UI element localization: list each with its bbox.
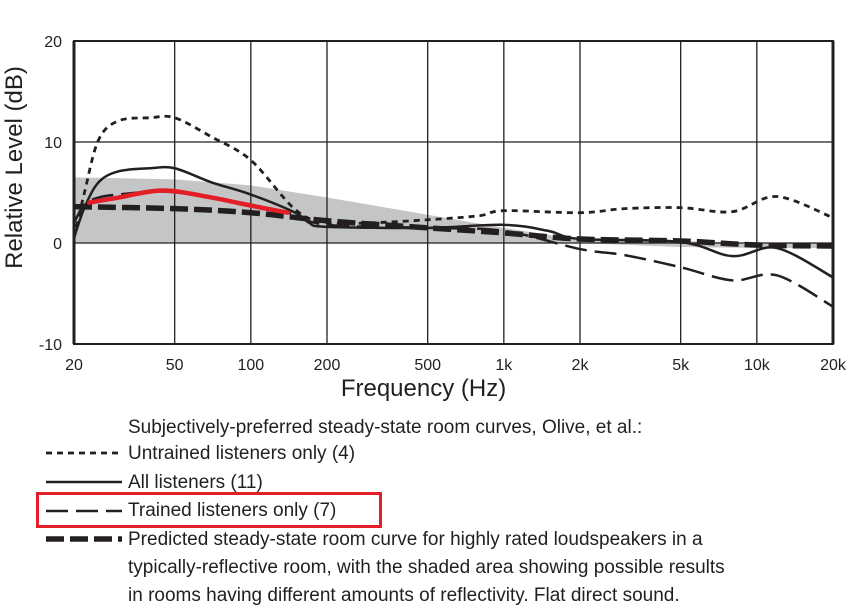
series-line-long-dash: [72, 190, 834, 308]
shaded-reflectivity-area: [74, 177, 833, 249]
series-line-dotted: [72, 114, 834, 239]
x-tick-label: 500: [414, 357, 441, 374]
x-tick-label: 20: [65, 357, 83, 374]
x-tick-label: 100: [237, 357, 264, 374]
x-tick-label: 50: [166, 357, 184, 374]
x-tick-label: 20k: [820, 357, 847, 374]
x-tick-label: 2k: [572, 357, 590, 374]
x-axis-title: Frequency (Hz): [341, 375, 506, 402]
red-highlight-annotation: [87, 188, 291, 215]
x-tick-label: 5k: [672, 357, 690, 374]
y-axis-title: Relative Level (dB): [1, 66, 28, 269]
x-tick-label: 200: [314, 357, 341, 374]
y-tick-label: 10: [44, 135, 62, 152]
series-line-thick-dash: [73, 203, 834, 249]
y-tick-label: 0: [53, 236, 62, 253]
y-tick-label: 20: [44, 34, 62, 51]
series-line-solid: [72, 165, 834, 279]
y-tick-label: -10: [39, 337, 62, 354]
x-tick-label: 1k: [495, 357, 513, 374]
x-tick-label: 10k: [744, 357, 771, 374]
